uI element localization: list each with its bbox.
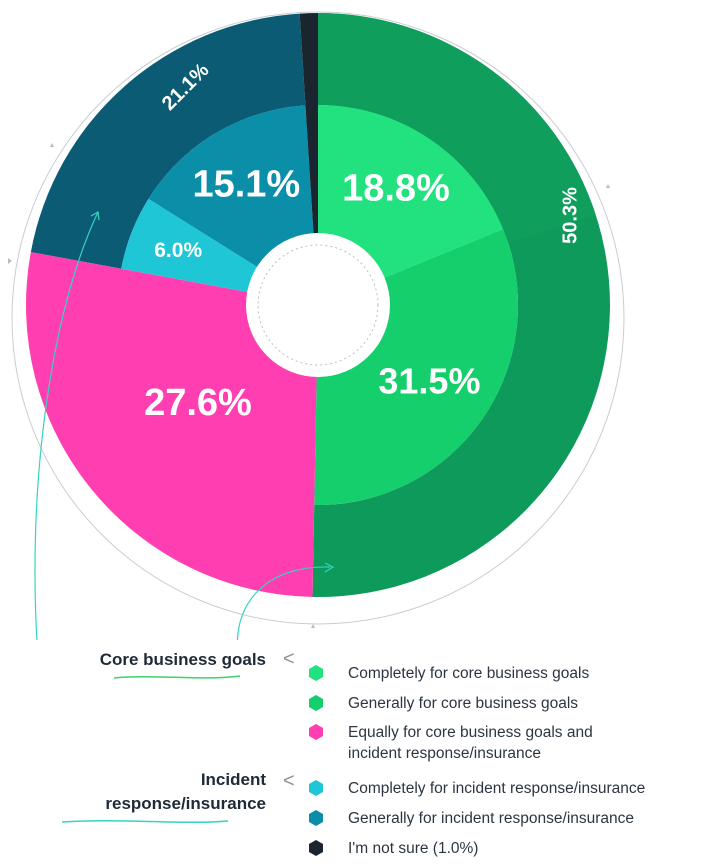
inner-slice	[299, 13, 318, 305]
guide-markers	[8, 143, 610, 628]
hexagon-icon	[309, 695, 323, 711]
legend-item: Generally for core business goals	[306, 693, 722, 714]
legend-item: Completely for incident response/insuran…	[306, 778, 722, 799]
hexagon-icon	[309, 840, 323, 856]
hexagon-icon	[309, 780, 323, 796]
slice-label: 27.6%	[144, 382, 252, 424]
outer-guide-circle	[11, 11, 625, 625]
bracket-core: <	[283, 648, 295, 670]
legend-item: Equally for core business goals and inci…	[306, 722, 648, 764]
slice-label: 31.5%	[378, 361, 480, 402]
hexagon-icon	[309, 810, 323, 826]
slice-label: 6.0%	[154, 239, 202, 262]
slice-label: 15.1%	[192, 164, 300, 206]
legend-group-core-business-goals: Core business goals	[99, 650, 266, 669]
incident-underline	[61, 819, 229, 824]
slice-label: 18.8%	[342, 168, 450, 210]
outer-slice-shade	[318, 13, 596, 244]
donut-chart: 18.8%31.5%27.6%6.0%15.1%50.3%21.1%	[8, 11, 625, 640]
outer-slice	[30, 13, 306, 269]
legend-item: I'm not sure (1.0%)	[306, 838, 722, 859]
inner-slice	[26, 252, 319, 597]
center-hole	[246, 233, 390, 377]
core-underline	[113, 675, 241, 679]
outer-ring	[30, 13, 611, 597]
bracket-incident: <	[283, 770, 295, 792]
legend-item: Generally for incident response/insuranc…	[306, 808, 722, 829]
hexagon-icon	[309, 724, 323, 740]
hexagon-icon	[309, 665, 323, 681]
slice-label: 50.3%	[560, 187, 582, 244]
legend-item: Completely for core business goals	[306, 663, 722, 684]
legend-group-incident-response: Incident response/insurance	[105, 770, 266, 813]
center-dotted-circle	[257, 244, 379, 366]
annotation-arrows	[34, 211, 335, 640]
